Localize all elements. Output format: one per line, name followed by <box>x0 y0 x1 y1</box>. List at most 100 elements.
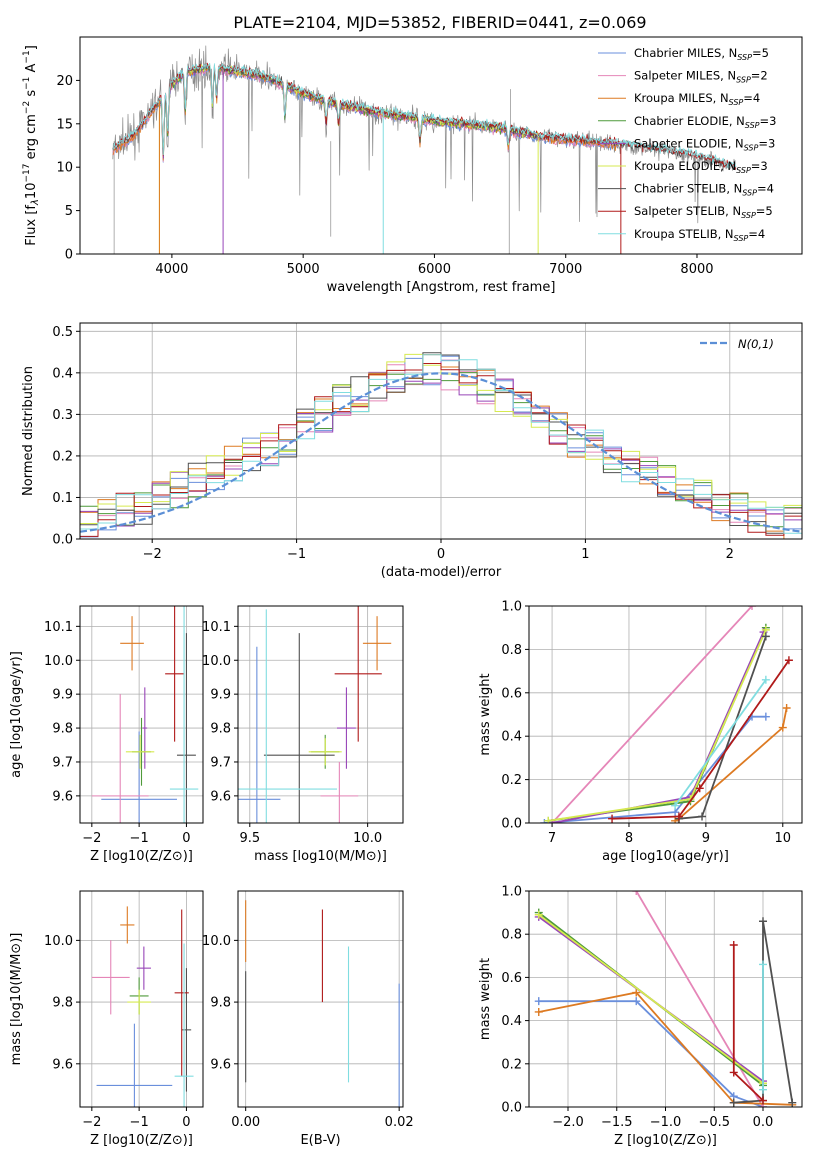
weight-line-krou_stelib <box>674 679 767 807</box>
y-label-part: 10 <box>24 183 39 200</box>
legend-label: Kroupa MILES, N <box>634 91 729 105</box>
weight-marker-chab_miles <box>632 997 641 1006</box>
axes-frame <box>79 605 204 824</box>
panel-weight_vs_age: 7 8 9 10 0.0 0.2 0.4 0.6 0.8 1.0 age [log10(age/yr… <box>478 600 803 864</box>
legend-entry-krou_miles: Kroupa MILES, NSSP=4 <box>634 91 760 107</box>
y-tick-label: 9.6 <box>52 1057 73 1072</box>
weight-line-salp_stelib <box>612 659 790 820</box>
y-axis-label: Flux [fλ10−17 erg cm−2 s−1 A−1] <box>22 45 41 246</box>
y-tick-label: 0.6 <box>501 971 522 986</box>
weight-marker-krou_stelib <box>671 801 680 810</box>
axes-frame <box>237 890 404 1108</box>
panel-age_vs_mass: 9.5 10.0 9.6 9.7 9.8 9.9 10.0 10.1 mass [log10(M… <box>202 605 404 864</box>
panel-mass_vs_EBV: 0.00 0.02 9.6 9.8 10.0 E(B-V) <box>202 890 414 1148</box>
legend-entry-krou_stelib: Kroupa STELIB, NSSP=4 <box>634 227 765 243</box>
x-tick-label: 7000 <box>549 262 582 277</box>
normal-curve <box>80 372 802 533</box>
x-tick-label: 8000 <box>680 262 713 277</box>
x-axis-label: age [log10(age/yr)] <box>602 849 729 864</box>
y-tick-label: 9.7 <box>52 755 73 770</box>
y-tick-label: 10.1 <box>44 620 73 635</box>
y-tick-label: 9.6 <box>210 1057 231 1072</box>
y-label-part: −17 <box>22 164 32 183</box>
y-tick-label: 1.0 <box>501 600 522 615</box>
y-axis-label: mass weight <box>478 673 493 755</box>
weight-marker-salp_miles <box>632 891 641 895</box>
y-tick-label: 0.4 <box>52 366 73 381</box>
legend-label: Kroupa STELIB, N <box>634 227 734 241</box>
panel-age_vs_Z: −2 −1 0 9.6 9.7 9.8 9.9 10.0 10.1 Z [log10(Z/Z⊙)]… <box>9 605 204 864</box>
x-axis-label: Z [log10(Z/Z⊙)] <box>90 849 193 864</box>
y-label-part: −2 <box>22 101 32 114</box>
y-tick-label: 5 <box>65 204 73 219</box>
y-tick-label: 0.2 <box>501 773 522 788</box>
weight-marker-chab_miles <box>761 712 770 721</box>
legend-sub: SSP <box>741 211 756 220</box>
y-label-part: −1 <box>22 50 32 63</box>
x-tick-label: −1 <box>130 831 149 846</box>
weight-marker-salp_stelib <box>729 1068 738 1077</box>
x-tick-label: −2.0 <box>552 1115 584 1130</box>
y-tick-label: 0.3 <box>52 408 73 423</box>
plot-area-age_vs_Z <box>91 606 199 823</box>
y-label-part: A <box>24 63 39 76</box>
plot-area-mass_vs_Z <box>91 906 194 1107</box>
y-tick-label: 15 <box>56 117 73 132</box>
y-tick-label: 10.0 <box>202 934 231 949</box>
x-axis-label: wavelength [Angstrom, rest frame] <box>327 280 556 295</box>
y-label-part: erg cm <box>24 114 39 163</box>
model-spectrum-salp_elodie <box>158 64 540 159</box>
legend-sub: SSP <box>742 189 757 198</box>
axes-frame <box>528 605 803 824</box>
x-tick-label: 0.02 <box>385 1115 414 1130</box>
y-label-part: s <box>24 90 39 101</box>
weight-line-chab_miles <box>544 715 766 823</box>
x-tick-label: 2 <box>726 547 734 562</box>
y-axis-label: Normed distribution <box>21 366 36 496</box>
x-tick-label: 9.5 <box>239 831 260 846</box>
x-axis-label: Z [log10(Z/Z⊙)] <box>614 1133 717 1148</box>
legend-label: Salpeter ELODIE, N <box>634 136 744 150</box>
y-tick-label: 0 <box>65 248 73 263</box>
x-axis-label: Z [log10(Z/Z⊙)] <box>90 1133 193 1148</box>
legend-label: Salpeter STELIB, N <box>634 204 741 218</box>
axes-frame <box>79 322 803 540</box>
legend-label: Kroupa ELODIE, N <box>634 159 736 173</box>
y-tick-label: 9.9 <box>52 688 73 703</box>
y-label-part: Flux [f <box>24 205 39 246</box>
weight-marker-chab_stelib <box>698 812 707 821</box>
y-tick-label: 9.6 <box>52 789 73 804</box>
y-tick-label: 1.0 <box>501 885 522 900</box>
x-tick-label: 5000 <box>287 262 320 277</box>
x-tick-label: −2 <box>82 1115 101 1130</box>
plot-area-mass_vs_EBV <box>245 900 400 1107</box>
residual-hist-salp_stelib <box>80 363 802 537</box>
y-tick-label: 10.0 <box>202 654 231 669</box>
plot-area-weight_vs_age <box>540 606 793 823</box>
y-axis-label: mass weight <box>478 958 493 1040</box>
x-tick-label: 1 <box>581 547 589 562</box>
x-tick-label: 0.0 <box>753 1115 774 1130</box>
x-axis-label: E(B-V) <box>300 1133 340 1148</box>
weight-marker-krou_stelib <box>759 960 767 969</box>
x-tick-label: −2 <box>143 547 162 562</box>
weight-marker-salp_stelib <box>729 941 738 949</box>
y-tick-label: 9.9 <box>210 688 231 703</box>
y-tick-label: 0.0 <box>501 1101 522 1116</box>
y-axis-label: age [log10(age/yr)] <box>9 651 24 778</box>
y-tick-label: 0.2 <box>501 1057 522 1072</box>
x-tick-label: 6000 <box>418 262 451 277</box>
legend-entry-krou_elodie: Kroupa ELODIE, NSSP=3 <box>634 159 768 175</box>
model-spectrum-krou_stelib <box>112 62 737 169</box>
weight-marker-krou_miles <box>778 723 787 732</box>
legend-entry-chab_elodie: Chabrier ELODIE, NSSP=3 <box>634 114 776 130</box>
axes-frame <box>528 890 803 1108</box>
legend-sub: SSP <box>734 234 749 243</box>
y-tick-label: 0.5 <box>52 325 73 340</box>
weight-line-salp_miles <box>635 891 764 1107</box>
y-tick-label: 10.1 <box>202 620 231 635</box>
weight-marker-krou_stelib <box>761 675 770 684</box>
x-tick-label: 0.00 <box>231 1115 260 1130</box>
y-tick-label: 9.6 <box>210 789 231 804</box>
legend-sub: SSP <box>744 143 759 152</box>
